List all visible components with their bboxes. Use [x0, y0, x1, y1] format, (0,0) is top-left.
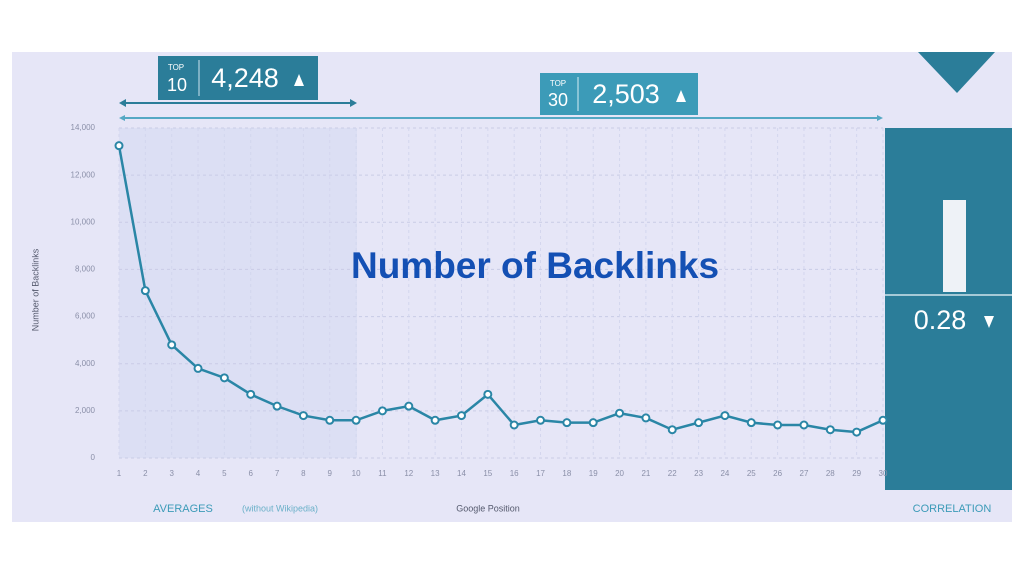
badge-tag: TOP	[550, 79, 566, 88]
x-tick-label: 15	[483, 469, 492, 478]
y-tick-label: 12,000	[71, 170, 96, 179]
point	[773, 420, 783, 430]
x-tick-label: 13	[431, 469, 440, 478]
x-tick-label: 5	[222, 469, 227, 478]
x-tick-label: 8	[301, 469, 306, 478]
point	[799, 420, 809, 430]
x-tick-label: 16	[510, 469, 519, 478]
point	[272, 401, 282, 411]
badge-rank: 10	[167, 75, 187, 95]
x-tick-label: 19	[589, 469, 598, 478]
point	[825, 425, 835, 435]
x-tick-label: 3	[169, 469, 174, 478]
point	[246, 389, 256, 399]
point	[588, 418, 598, 428]
badge-tag: TOP	[168, 63, 184, 72]
point	[852, 427, 862, 437]
point	[219, 373, 229, 383]
point	[878, 415, 888, 425]
x-tick-label: 23	[694, 469, 703, 478]
point	[404, 401, 414, 411]
x-tick-label: 20	[615, 469, 624, 478]
x-tick-label: 30	[879, 469, 888, 478]
x-tick-label: 12	[404, 469, 413, 478]
point	[456, 411, 466, 421]
badge-value: 4,248	[211, 63, 279, 93]
x-tick-label: 17	[536, 469, 545, 478]
down-arrow	[984, 316, 994, 328]
x-tick-label: 2	[143, 469, 148, 478]
averages-label: AVERAGES	[153, 503, 213, 515]
x-tick-label: 27	[800, 469, 809, 478]
point	[483, 389, 493, 399]
up-arrow	[676, 90, 686, 102]
point	[667, 425, 677, 435]
point	[430, 415, 440, 425]
chart-title: Number of Backlinks	[351, 245, 719, 286]
x-tick-label: 9	[328, 469, 333, 478]
point	[140, 286, 150, 296]
badge-value: 2,503	[592, 79, 660, 109]
point	[746, 418, 756, 428]
x-tick-label: 18	[562, 469, 571, 478]
point	[325, 415, 335, 425]
y-tick-label: 4,000	[75, 359, 96, 368]
point	[720, 411, 730, 421]
point	[167, 340, 177, 350]
y-tick-label: 10,000	[71, 217, 96, 226]
top-triangle	[918, 52, 995, 93]
averages-note: (without Wikipedia)	[242, 503, 318, 513]
x-tick-label: 1	[117, 469, 122, 478]
x-tick-label: 10	[352, 469, 361, 478]
badge-rank: 30	[548, 90, 568, 110]
point	[536, 415, 546, 425]
point	[641, 413, 651, 423]
point	[298, 411, 308, 421]
x-tick-label: 14	[457, 469, 466, 478]
y-axis-label: Number of Backlinks	[30, 248, 40, 331]
x-tick-label: 25	[747, 469, 756, 478]
correlation-value: 0.28	[914, 305, 967, 335]
x-tick-label: 11	[378, 469, 387, 478]
point	[615, 408, 625, 418]
top10-region	[119, 128, 357, 458]
x-tick-label: 7	[275, 469, 280, 478]
point	[562, 418, 572, 428]
plot: 0 2,000 4,000 6,000 8,000 10,000 12,000 14,000 1…	[71, 123, 888, 478]
x-tick-label: 29	[852, 469, 861, 478]
y-tick-label: 6,000	[75, 312, 96, 321]
y-tick-label: 14,000	[71, 123, 96, 132]
x-tick-label: 26	[773, 469, 782, 478]
x-tick-label: 28	[826, 469, 835, 478]
y-tick-label: 0	[91, 453, 96, 462]
y-tick-label: 8,000	[75, 265, 96, 274]
x-tick-label: 4	[196, 469, 201, 478]
correlation-bar	[943, 200, 966, 292]
x-tick-label: 6	[248, 469, 253, 478]
point	[351, 415, 361, 425]
correlation-panel	[885, 128, 1012, 490]
correlation-label: CORRELATION	[913, 503, 992, 515]
point	[114, 141, 124, 151]
up-arrow	[294, 74, 304, 86]
point	[509, 420, 519, 430]
point	[694, 418, 704, 428]
badge-top30	[540, 73, 698, 115]
x-tick-label: 21	[641, 469, 650, 478]
x-tick-label: 22	[668, 469, 677, 478]
x-tick-label: 24	[720, 469, 729, 478]
point	[377, 406, 387, 416]
x-axis-label: Google Position	[456, 503, 520, 513]
y-tick-label: 2,000	[75, 406, 96, 415]
badge-top10	[158, 56, 318, 100]
point	[193, 363, 203, 373]
